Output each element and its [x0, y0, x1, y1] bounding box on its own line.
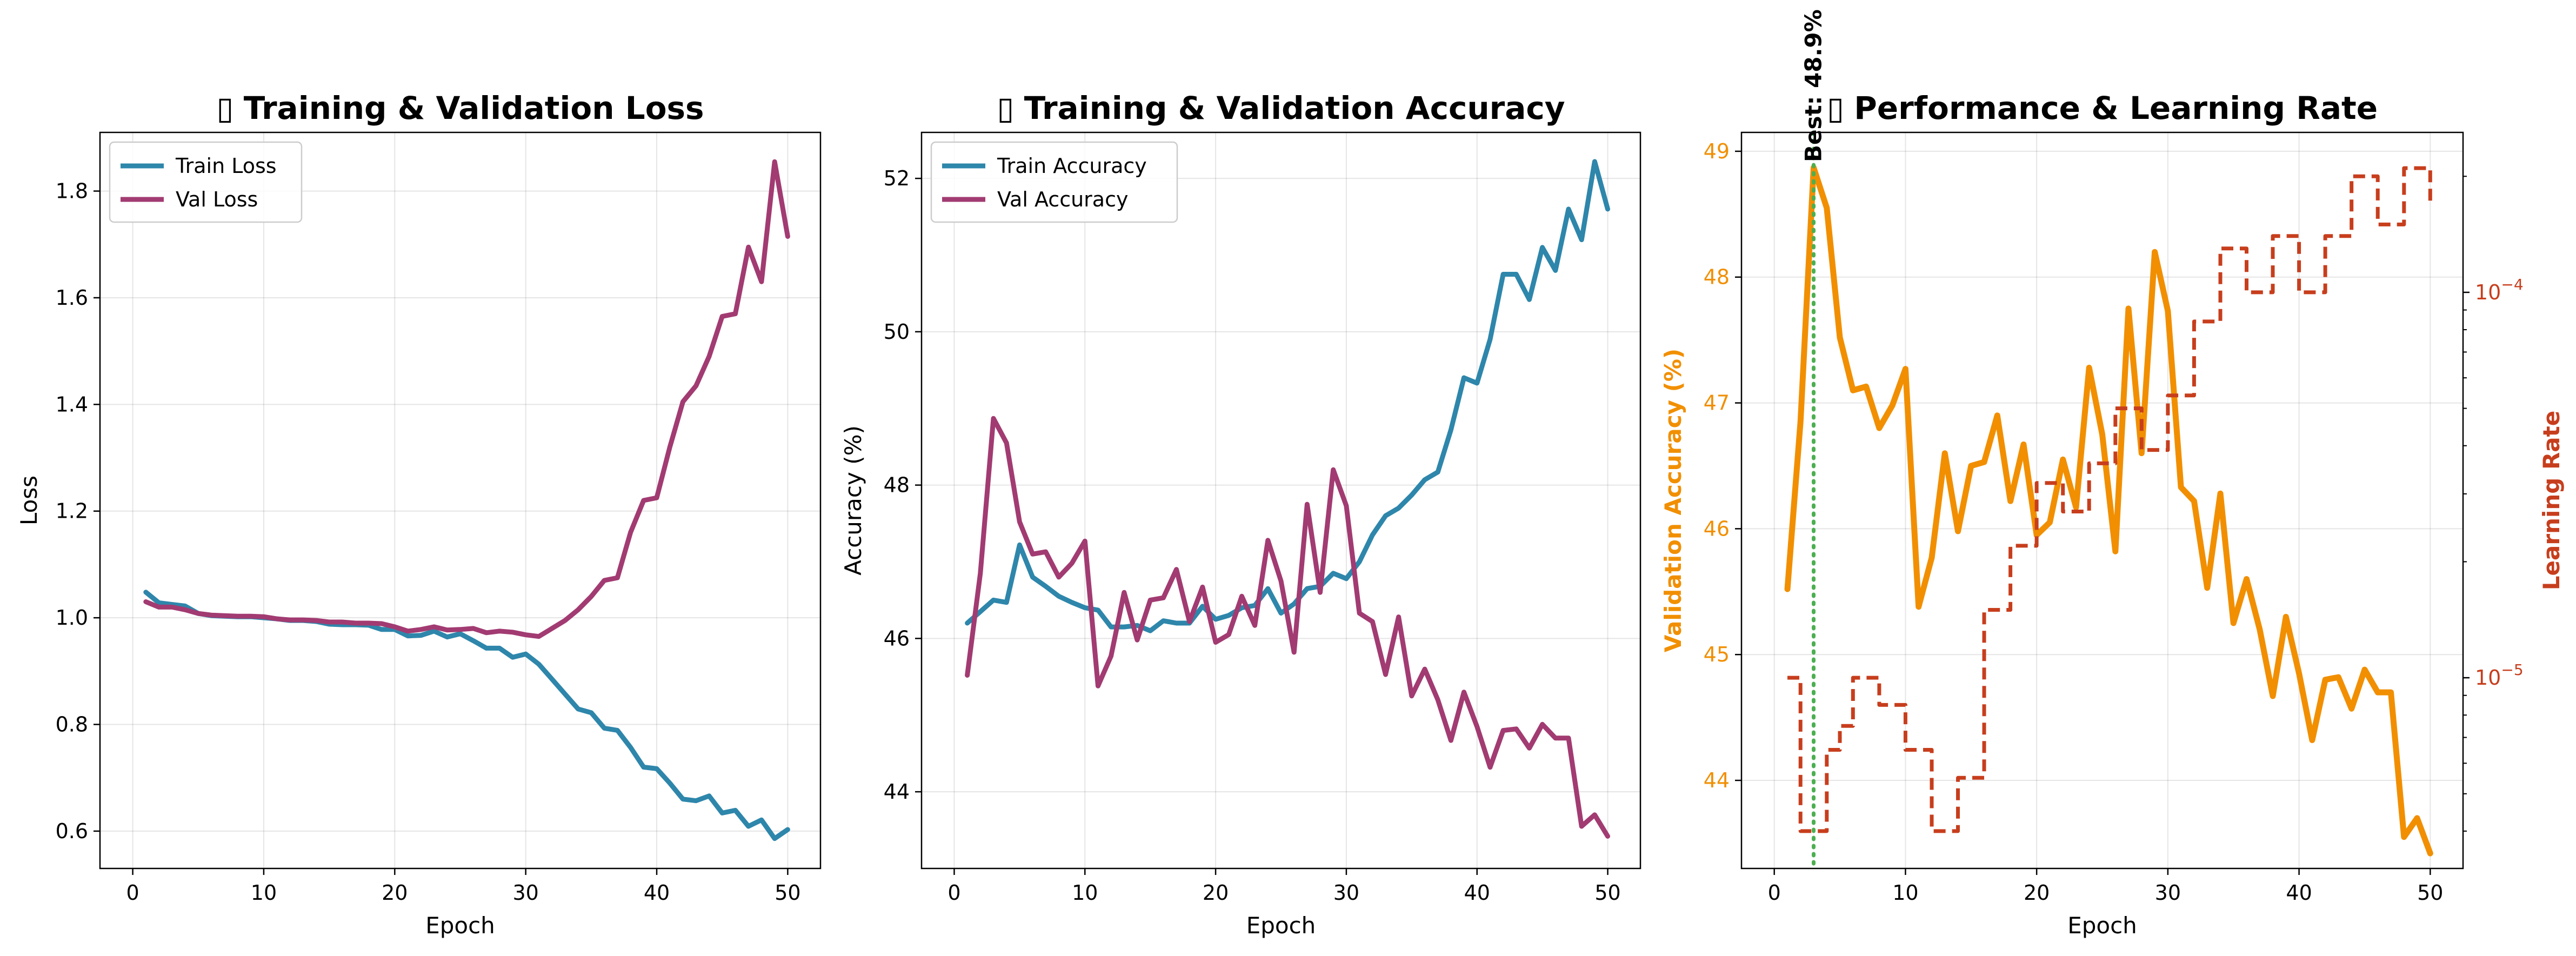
x-tick-label: 20	[1203, 881, 1229, 905]
x-tick-label: 30	[2155, 881, 2181, 905]
y-tick-label: 1.0	[56, 606, 88, 630]
x-axis-label: Epoch	[2067, 912, 2137, 939]
x-tick-label: 40	[2286, 881, 2312, 905]
y-tick-label: 48	[1704, 265, 1730, 289]
missing-glyph-icon: ▯	[997, 90, 1024, 126]
y-tick-label: 49	[1704, 139, 1730, 163]
y-tick-label: 52	[884, 166, 910, 190]
missing-glyph-icon: ▯	[216, 90, 243, 126]
legend-label: Val Loss	[176, 188, 258, 211]
legend: Train Accuracy Val Accuracy	[930, 141, 1178, 223]
x-tick-label: 20	[2024, 881, 2050, 905]
chart-title: ▯ Training & Validation Loss	[216, 90, 704, 126]
val-loss-line	[143, 159, 790, 639]
x-tick-label: 40	[644, 881, 670, 905]
x-axis-label: Epoch	[425, 912, 495, 939]
y-tick-label: 1.6	[56, 286, 88, 310]
legend-label: Val Accuracy	[997, 188, 1128, 211]
y-right-tick-label: 10−4	[2475, 276, 2524, 304]
y-tick-label: 50	[884, 320, 910, 344]
x-tick-label: 10	[251, 881, 277, 905]
missing-glyph-icon: ▯	[1827, 90, 1854, 126]
y-tick-label: 1.2	[56, 499, 88, 523]
chart-title: ▯ Performance & Learning Rate	[1827, 90, 2378, 126]
chart-panel-2: 0 10 20 30 40 50 44 46 48 50 52 ▯ Training & Valida…	[840, 90, 1641, 939]
y-tick-label: 1.8	[56, 179, 88, 203]
x-tick-label: 40	[1464, 881, 1490, 905]
legend-label: Train Loss	[175, 154, 277, 178]
chart-panel-1: 0 10 20 30 40 50 0.6 0.8 1.0 1.2 1.4 1.6 1.8 ▯ Traini…	[16, 90, 822, 939]
x-tick-label: 50	[775, 881, 800, 905]
train-accuracy-line	[965, 159, 1610, 633]
y-right-axis-label: Learning Rate	[2538, 411, 2565, 590]
y-axis-label: Accuracy (%)	[840, 425, 866, 576]
x-tick-label: 0	[126, 881, 139, 905]
plot-frame	[920, 131, 1641, 870]
x-tick-label: 0	[1768, 881, 1781, 905]
x-axis-label: Epoch	[1246, 912, 1316, 939]
learning-rate-line	[1787, 166, 2432, 833]
y-tick-label: 47	[1704, 391, 1730, 415]
x-tick-label: 20	[382, 881, 408, 905]
plot-frame	[99, 131, 822, 870]
x-tick-label: 50	[1594, 881, 1620, 905]
val-accuracy-line	[965, 416, 1610, 839]
y-tick-label: 1.4	[56, 392, 88, 416]
legend: Train Loss Val Loss	[109, 141, 303, 223]
legend-label: Train Accuracy	[997, 154, 1147, 178]
plot-frame	[1740, 131, 2464, 870]
x-tick-label: 50	[2417, 881, 2443, 905]
chart-title: ▯ Training & Validation Accuracy	[997, 90, 1565, 126]
y-tick-label: 48	[884, 473, 910, 497]
legend-box	[930, 141, 1178, 223]
x-tick-label: 30	[513, 881, 539, 905]
x-tick-label: 10	[1072, 881, 1098, 905]
validation-accuracy-line	[1784, 164, 2433, 857]
y-tick-label: 0.8	[56, 713, 88, 737]
x-tick-label: 30	[1333, 881, 1359, 905]
x-tick-label: 10	[1892, 881, 1918, 905]
y-axis-label: Loss	[16, 476, 42, 525]
y-right-tick-label: 10−5	[2475, 661, 2524, 690]
y-tick-label: 44	[884, 780, 910, 804]
x-tick-label: 0	[947, 881, 960, 905]
legend-box	[109, 141, 303, 223]
chart-panel-3: 0 10 20 30 40 50 44 45 46 47 48 49 10−5 10−4 Best: 48.…	[1660, 9, 2565, 939]
y-tick-label: 46	[1704, 517, 1730, 540]
y-axis-label: Validation Accuracy (%)	[1660, 349, 1686, 652]
y-tick-label: 0.6	[56, 819, 88, 843]
best-annotation: Best: 48.9%	[1800, 9, 1827, 162]
y-tick-label: 45	[1704, 643, 1730, 666]
y-tick-label: 44	[1704, 768, 1730, 792]
y-tick-label: 46	[884, 626, 910, 650]
